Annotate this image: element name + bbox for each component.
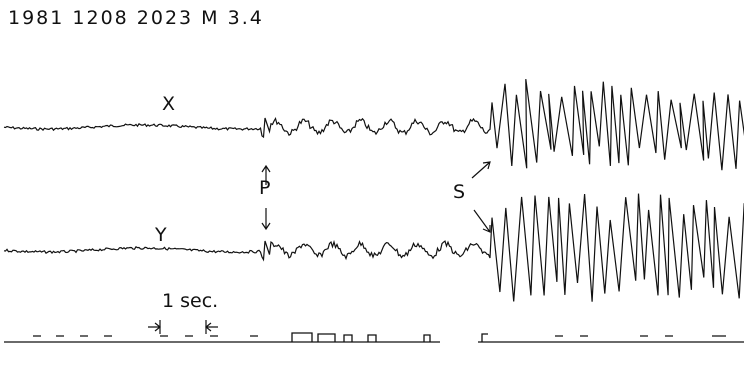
phase-label: S (453, 181, 465, 203)
title: 1981 1208 2023 M 3.4 (8, 7, 264, 29)
seismogram (4, 79, 744, 302)
figure: 1981 1208 2023 M 3.4 X Y P S 1 sec. (0, 0, 744, 374)
scale-label: 1 sec. (162, 290, 218, 312)
phase-label: P (259, 177, 270, 199)
trace-label: X (162, 93, 175, 115)
waveform (4, 194, 744, 302)
time-marks (4, 333, 744, 342)
trace-label: Y (154, 224, 167, 246)
waveform (4, 79, 744, 170)
